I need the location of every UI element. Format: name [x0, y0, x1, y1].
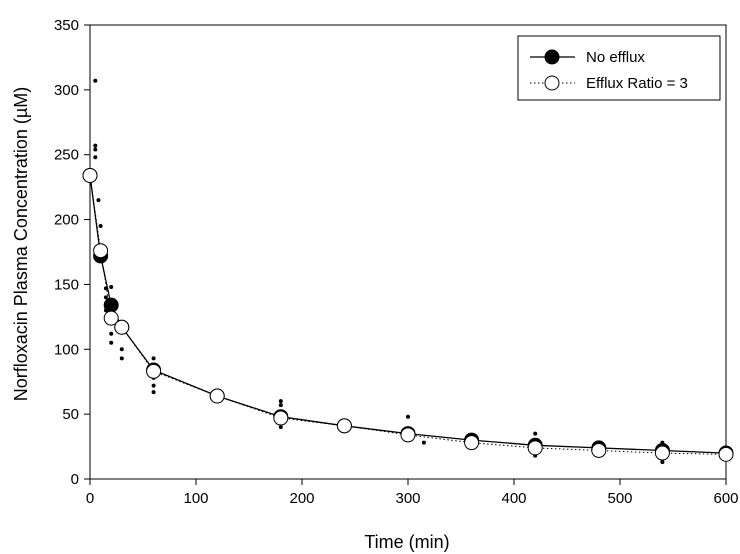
x-axis: 0 100 200 300 400 500 600: [86, 479, 739, 507]
observed-point: [421, 440, 426, 445]
data-point-efflux: [591, 442, 607, 458]
data-point-efflux: [400, 427, 416, 443]
observed-point: [278, 425, 283, 430]
observed-point: [103, 295, 108, 300]
observed-point: [151, 390, 156, 395]
observed-point: [93, 143, 98, 148]
observed-point: [533, 431, 538, 436]
data-point-efflux: [273, 410, 289, 426]
y-tick-label: 50: [62, 406, 79, 423]
data-point-efflux: [103, 310, 119, 326]
x-tick-label: 0: [86, 490, 94, 507]
observed-point: [109, 340, 114, 345]
observed-point: [93, 147, 98, 152]
data-point-efflux: [336, 418, 352, 434]
data-point-efflux: [146, 363, 162, 379]
series-markers: [82, 167, 734, 462]
legend: No efflux Efflux Ratio = 3: [517, 35, 721, 101]
series-line-efflux-ratio: [89, 175, 727, 455]
observed-point: [278, 403, 283, 408]
data-point-efflux: [464, 435, 480, 451]
observed-point: [93, 155, 98, 160]
y-tick-label: 300: [54, 82, 79, 99]
observed-point: [103, 286, 108, 291]
data-point-no-efflux: [103, 297, 119, 313]
observed-point: [151, 383, 156, 388]
data-point-efflux: [718, 446, 734, 462]
x-tick-label: 300: [395, 490, 420, 507]
data-point-efflux: [209, 388, 225, 404]
y-axis: 0 50 100 150 200 250 300 350: [54, 17, 90, 488]
observed-point: [406, 414, 410, 419]
observed-point: [660, 460, 665, 465]
data-point-efflux: [93, 243, 109, 259]
x-tick-label: 600: [713, 490, 738, 507]
y-tick-label: 200: [54, 212, 79, 229]
observed-point: [98, 224, 103, 229]
legend-box: [517, 35, 721, 101]
observed-point: [119, 356, 124, 361]
observed-point: [151, 356, 156, 361]
x-axis-title: Time (min): [364, 532, 449, 552]
observed-point: [109, 285, 114, 290]
series-line-no-efflux: [89, 175, 727, 454]
observed-point: [109, 331, 114, 336]
observed-point: [93, 78, 98, 83]
observed-points: [93, 78, 665, 465]
x-tick-label: 100: [183, 490, 208, 507]
legend-marker-no-efflux: [544, 49, 560, 65]
y-tick-label: 0: [71, 471, 79, 488]
data-point-efflux: [114, 319, 130, 335]
y-tick-label: 100: [54, 341, 79, 358]
legend-marker-efflux: [544, 75, 560, 91]
series-lines: [89, 175, 727, 455]
legend-label-no-efflux: No efflux: [586, 49, 645, 66]
observed-point: [278, 399, 283, 404]
data-point-efflux: [527, 440, 543, 456]
y-tick-label: 150: [54, 276, 79, 293]
x-tick-label: 400: [501, 490, 526, 507]
data-point-efflux: [82, 167, 98, 183]
x-tick-label: 200: [289, 490, 314, 507]
y-axis-title: Norfloxacin Plasma Concentration (µM): [11, 87, 31, 401]
data-point-efflux: [654, 445, 670, 461]
x-tick-label: 500: [607, 490, 632, 507]
legend-label-efflux: Efflux Ratio = 3: [586, 75, 688, 92]
observed-point: [96, 198, 101, 203]
y-tick-label: 250: [54, 147, 79, 164]
y-tick-label: 350: [54, 17, 79, 34]
observed-point: [119, 347, 124, 352]
